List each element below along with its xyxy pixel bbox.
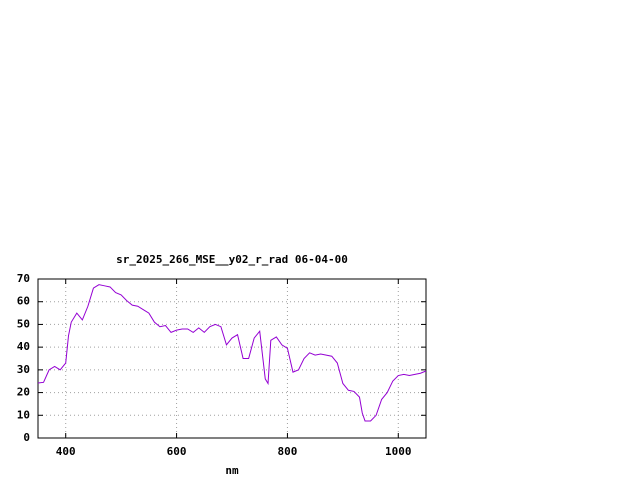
x-tick-label: 600 [167, 445, 187, 458]
y-tick-label: 10 [17, 408, 30, 421]
x-tick-label: 1000 [385, 445, 412, 458]
y-tick-label: 40 [17, 340, 30, 353]
y-tick-label: 30 [17, 363, 30, 376]
data-line [37, 284, 427, 422]
x-tick-label: 800 [277, 445, 297, 458]
y-tick-label: 0 [23, 431, 30, 444]
y-tick-label: 60 [17, 295, 30, 308]
x-tick-label: 400 [56, 445, 76, 458]
plot-border [37, 278, 427, 439]
x-axis-label: nm [225, 464, 239, 477]
chart-title: sr_2025_266_MSE__y02_r_rad 06-04-00 [116, 253, 348, 266]
y-tick-label: 50 [17, 317, 30, 330]
y-tick-label: 70 [17, 272, 30, 285]
y-tick-label: 20 [17, 386, 30, 399]
